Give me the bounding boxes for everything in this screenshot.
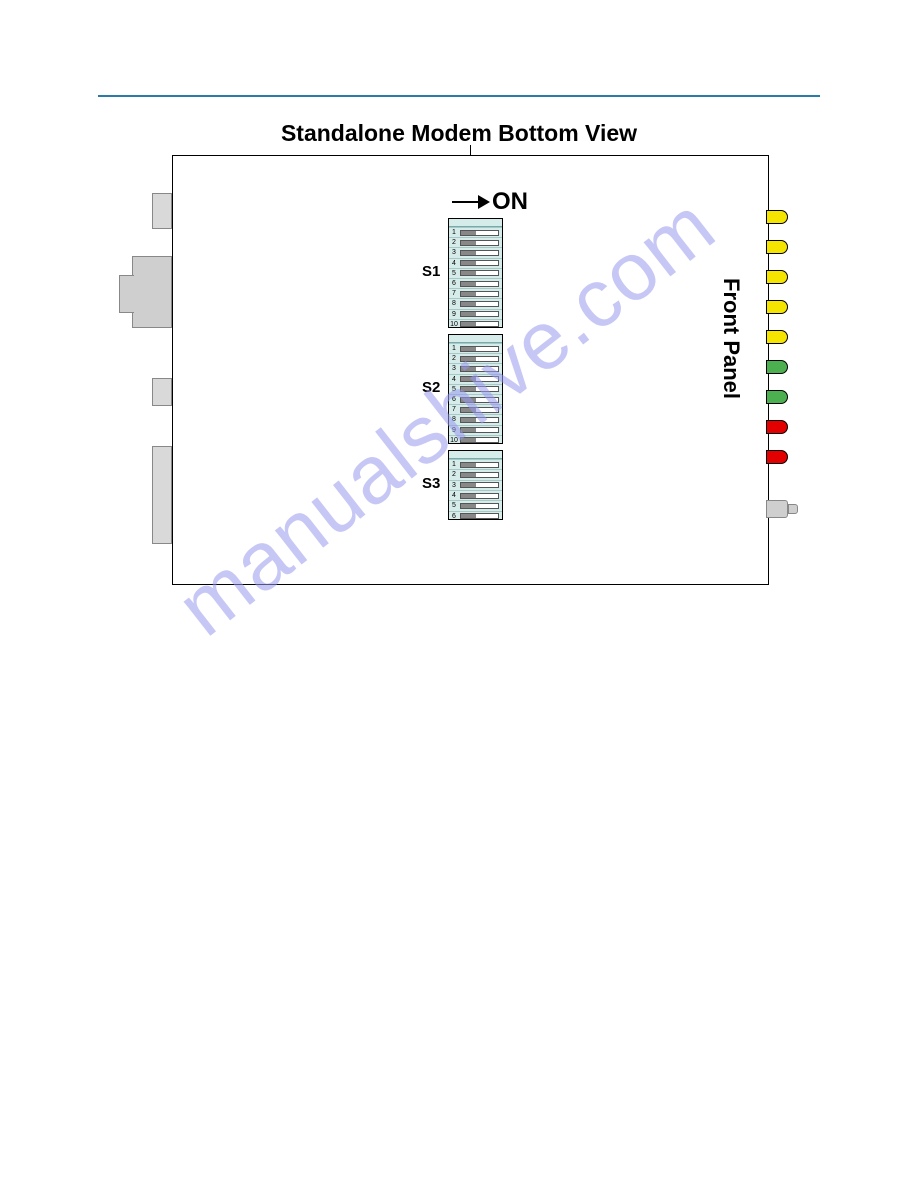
dip-switch-s3: 123456 [448, 450, 503, 520]
led-1 [766, 210, 788, 224]
left-connector-2 [152, 378, 172, 406]
dip-label-s1: S1 [422, 263, 440, 280]
dip-switch-s2: 12345678910 [448, 334, 503, 444]
led-3 [766, 270, 788, 284]
front-button-tip [788, 504, 798, 514]
led-8 [766, 420, 788, 434]
led-2 [766, 240, 788, 254]
led-6 [766, 360, 788, 374]
led-4 [766, 300, 788, 314]
on-arrow-icon [452, 201, 488, 203]
dip-label-s3: S3 [422, 475, 440, 492]
front-button [766, 500, 788, 518]
horizontal-rule [98, 95, 820, 97]
dip-switch-s1: 12345678910 [448, 218, 503, 328]
on-label: ON [492, 188, 528, 216]
led-5 [766, 330, 788, 344]
led-9 [766, 450, 788, 464]
left-connector-3 [152, 446, 172, 544]
left-connector-1 [152, 193, 172, 229]
led-7 [766, 390, 788, 404]
dip-label-s2: S2 [422, 379, 440, 396]
diagram-title: Standalone Modem Bottom View [0, 120, 918, 147]
front-panel-label: Front Panel [718, 278, 744, 399]
left-connector-dsub [132, 256, 172, 328]
